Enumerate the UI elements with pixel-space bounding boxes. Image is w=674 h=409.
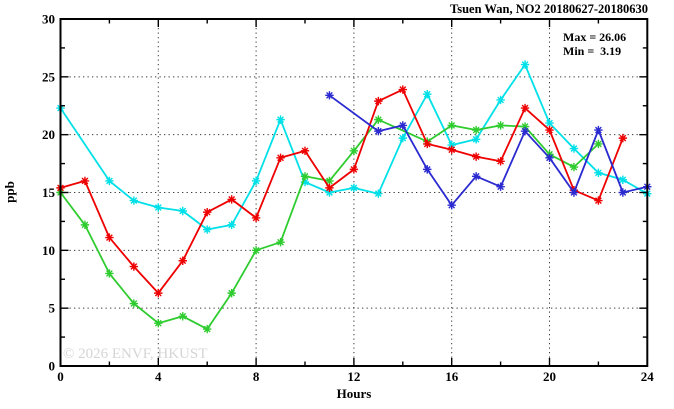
series-red-markers — [56, 85, 628, 298]
series-red-line — [59, 88, 624, 295]
ytick-label-5: 5 — [49, 301, 56, 316]
series-green-line — [59, 118, 600, 331]
ytick-label-30: 30 — [42, 12, 55, 27]
gridlines — [60, 19, 648, 366]
xtick-label-16: 16 — [445, 369, 459, 384]
series-red — [56, 85, 628, 298]
ytick-label-25: 25 — [42, 69, 56, 84]
xtick-label-12: 12 — [347, 369, 360, 384]
x-axis-label: Hours — [337, 386, 372, 401]
y-axis-label: ppb — [2, 181, 17, 203]
series-blue-markers — [325, 91, 652, 210]
series-blue-line — [328, 94, 649, 207]
ytick-label-0: 0 — [49, 359, 56, 374]
xtick-label-8: 8 — [253, 369, 260, 384]
stat-min: Min = 3.19 — [563, 44, 621, 58]
series-blue — [325, 91, 652, 210]
stat-max: Max = 26.06 — [563, 30, 626, 44]
xtick-label-0: 0 — [57, 369, 64, 384]
ytick-label-15: 15 — [42, 185, 56, 200]
xtick-label-24: 24 — [641, 369, 655, 384]
axis-ticks — [59, 18, 648, 367]
series-green-markers — [56, 115, 603, 334]
ytick-label-10: 10 — [42, 243, 55, 258]
data-series — [56, 60, 652, 334]
watermark: © 2026 ENVF, HKUST — [63, 346, 207, 362]
xtick-label-4: 4 — [155, 369, 162, 384]
chart-title: Tsuen Wan, NO2 20180627-20180630 — [450, 2, 648, 16]
xtick-label-20: 20 — [543, 369, 556, 384]
ytick-label-20: 20 — [42, 127, 55, 142]
series-green — [56, 115, 603, 334]
tick-labels: 0 4 8 12 16 20 24 0 5 10 15 20 25 30 — [42, 12, 654, 385]
